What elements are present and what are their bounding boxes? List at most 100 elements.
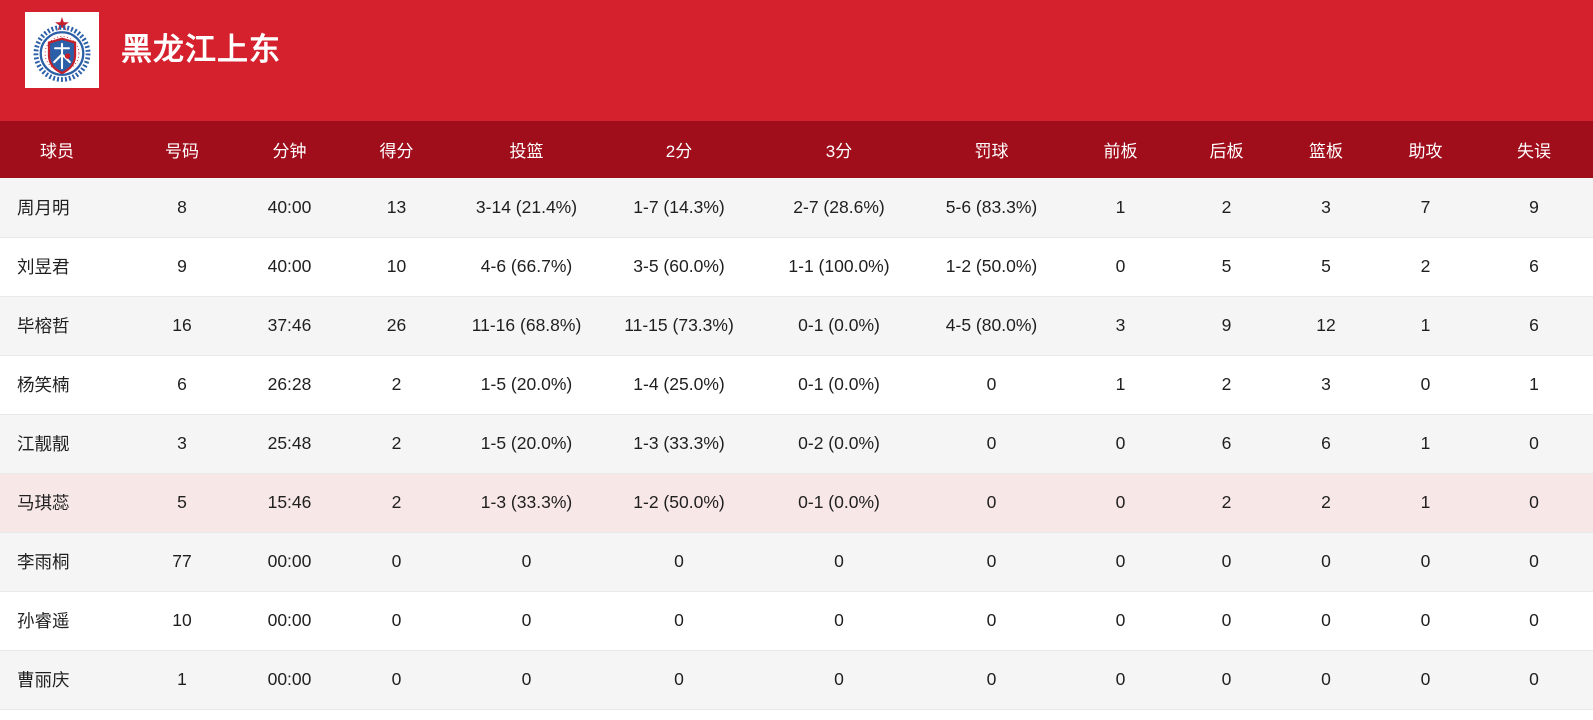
cell-reb: 0	[1321, 669, 1331, 689]
player-row: 马琪蕊 5 15:46 2 1-3 (33.3%) 1-2 (50.0%) 0-1 (0.0…	[0, 473, 1593, 532]
cell-reb: 12	[1316, 315, 1336, 335]
cell-ast: 1	[1420, 433, 1431, 453]
cell-points: 2	[391, 492, 402, 512]
cell-ast: 0	[1420, 610, 1431, 630]
cell-number: 6	[177, 374, 187, 394]
cell-ft: 0	[986, 610, 997, 630]
cell-twopt: 0	[674, 669, 684, 689]
cell-tov: 1	[1529, 374, 1539, 394]
cell-threept: 0-2 (0.0%)	[798, 433, 880, 453]
column-header-player: 球员	[40, 142, 74, 161]
cell-minutes: 40:00	[267, 196, 312, 217]
team-logo	[25, 12, 99, 88]
cell-ast: 0	[1420, 374, 1431, 394]
cell-fg: 4-6 (66.7%)	[480, 256, 573, 276]
cell-fg: 1-3 (33.3%)	[480, 492, 573, 512]
cell-tov: 0	[1529, 433, 1539, 453]
cell-reb: 3	[1321, 374, 1331, 394]
cell-fg: 1-5 (20.0%)	[480, 374, 573, 394]
cell-ast: 1	[1420, 492, 1431, 512]
cell-ft: 0	[986, 551, 997, 571]
cell-minutes: 00:00	[267, 551, 312, 571]
cell-threept: 0-1 (0.0%)	[798, 374, 880, 394]
cell-player: 孙睿遥	[17, 611, 70, 631]
player-stats-table: 球员 号码 分钟 得分 投篮 2分 3分 罚球 前板 后板 篮板 助攻 失误 周月明 8 40:00 13 3-…	[0, 121, 1593, 710]
cell-fg: 0	[521, 551, 532, 571]
team-banner: 黑龙江上东	[0, 0, 1593, 121]
cell-number: 8	[177, 196, 187, 217]
cell-tov: 0	[1529, 551, 1539, 571]
cell-player: 杨笑楠	[17, 375, 70, 395]
cell-points: 0	[391, 610, 402, 630]
column-header-tov: 失误	[1517, 142, 1551, 161]
column-header-twopt: 2分	[665, 142, 693, 161]
cell-threept: 0-1 (0.0%)	[798, 315, 880, 335]
cell-oreb: 0	[1115, 256, 1126, 276]
player-row: 李雨桐 77 00:00 0 0 0 0 0 0 0 0 0 0	[0, 532, 1593, 591]
cell-minutes: 00:00	[267, 610, 312, 630]
cell-fg: 3-14 (21.4%)	[475, 196, 578, 217]
cell-tov: 0	[1529, 492, 1539, 512]
cell-threept: 1-1 (100.0%)	[788, 256, 890, 276]
cell-twopt: 1-4 (25.0%)	[633, 374, 725, 394]
cell-minutes: 40:00	[267, 256, 312, 276]
player-row: 江靓靓 3 25:48 2 1-5 (20.0%) 1-3 (33.3%) 0-2 (0.0…	[0, 414, 1593, 473]
cell-tov: 0	[1529, 669, 1539, 689]
cell-minutes: 00:00	[267, 669, 312, 689]
cell-points: 26	[386, 315, 407, 335]
player-row: 周月明 8 40:00 13 3-14 (21.4%) 1-7 (14.3%) 2-7 (2…	[0, 178, 1593, 237]
cell-points: 10	[386, 256, 407, 276]
cell-dreb: 2	[1221, 196, 1232, 217]
player-row: 孙睿遥 10 00:00 0 0 0 0 0 0 0 0 0 0	[0, 591, 1593, 650]
cell-twopt: 11-15 (73.3%)	[624, 315, 734, 335]
cell-dreb: 0	[1221, 610, 1232, 630]
cell-threept: 0	[834, 669, 844, 689]
cell-fg: 11-16 (68.8%)	[471, 315, 582, 335]
cell-player: 刘昱君	[17, 257, 70, 277]
cell-reb: 3	[1321, 196, 1331, 217]
cell-ast: 7	[1420, 196, 1431, 217]
cell-number: 10	[172, 610, 192, 630]
cell-points: 13	[386, 196, 407, 217]
cell-minutes: 37:46	[267, 315, 312, 335]
cell-minutes: 15:46	[267, 492, 312, 512]
cell-points: 0	[391, 669, 402, 689]
cell-number: 77	[172, 551, 192, 571]
cell-ast: 0	[1420, 551, 1431, 571]
cell-player: 江靓靓	[17, 434, 70, 454]
cell-ast: 2	[1420, 256, 1431, 276]
cell-tov: 0	[1529, 610, 1539, 630]
cell-reb: 2	[1321, 492, 1331, 512]
cell-ft: 4-5 (80.0%)	[945, 315, 1038, 335]
stats-header-row: 球员 号码 分钟 得分 投篮 2分 3分 罚球 前板 后板 篮板 助攻 失误	[0, 121, 1593, 178]
cell-dreb: 2	[1221, 374, 1232, 394]
cell-minutes: 25:48	[267, 433, 312, 453]
column-header-minutes: 分钟	[272, 142, 307, 161]
column-header-reb: 篮板	[1309, 142, 1343, 161]
team-crest-icon	[33, 17, 91, 82]
cell-ft: 0	[986, 492, 997, 512]
cell-twopt: 1-2 (50.0%)	[633, 492, 725, 512]
cell-player: 周月明	[17, 197, 70, 218]
cell-number: 9	[177, 256, 187, 276]
cell-twopt: 0	[674, 551, 684, 571]
stats-table-body: 周月明 8 40:00 13 3-14 (21.4%) 1-7 (14.3%) 2-7 (2…	[0, 178, 1593, 709]
cell-ft: 0	[986, 374, 997, 394]
cell-reb: 0	[1321, 551, 1331, 571]
player-row: 毕榕哲 16 37:46 26 11-16 (68.8%) 11-15 (73.3%) 0-…	[0, 296, 1593, 355]
cell-ft: 5-6 (83.3%)	[945, 196, 1038, 217]
team-name: 黑龙江上东	[121, 32, 281, 67]
cell-twopt: 1-3 (33.3%)	[633, 433, 725, 453]
column-header-oreb: 前板	[1103, 142, 1138, 161]
cell-number: 3	[177, 433, 187, 453]
cell-player: 曹丽庆	[17, 670, 70, 690]
cell-oreb: 1	[1115, 374, 1126, 394]
cell-points: 2	[391, 374, 402, 394]
cell-tov: 6	[1529, 315, 1539, 335]
cell-dreb: 0	[1221, 669, 1232, 689]
column-header-ft: 罚球	[974, 142, 1009, 161]
cell-reb: 6	[1321, 433, 1331, 453]
cell-dreb: 2	[1221, 492, 1232, 512]
cell-reb: 5	[1321, 256, 1331, 276]
cell-ast: 1	[1420, 315, 1431, 335]
